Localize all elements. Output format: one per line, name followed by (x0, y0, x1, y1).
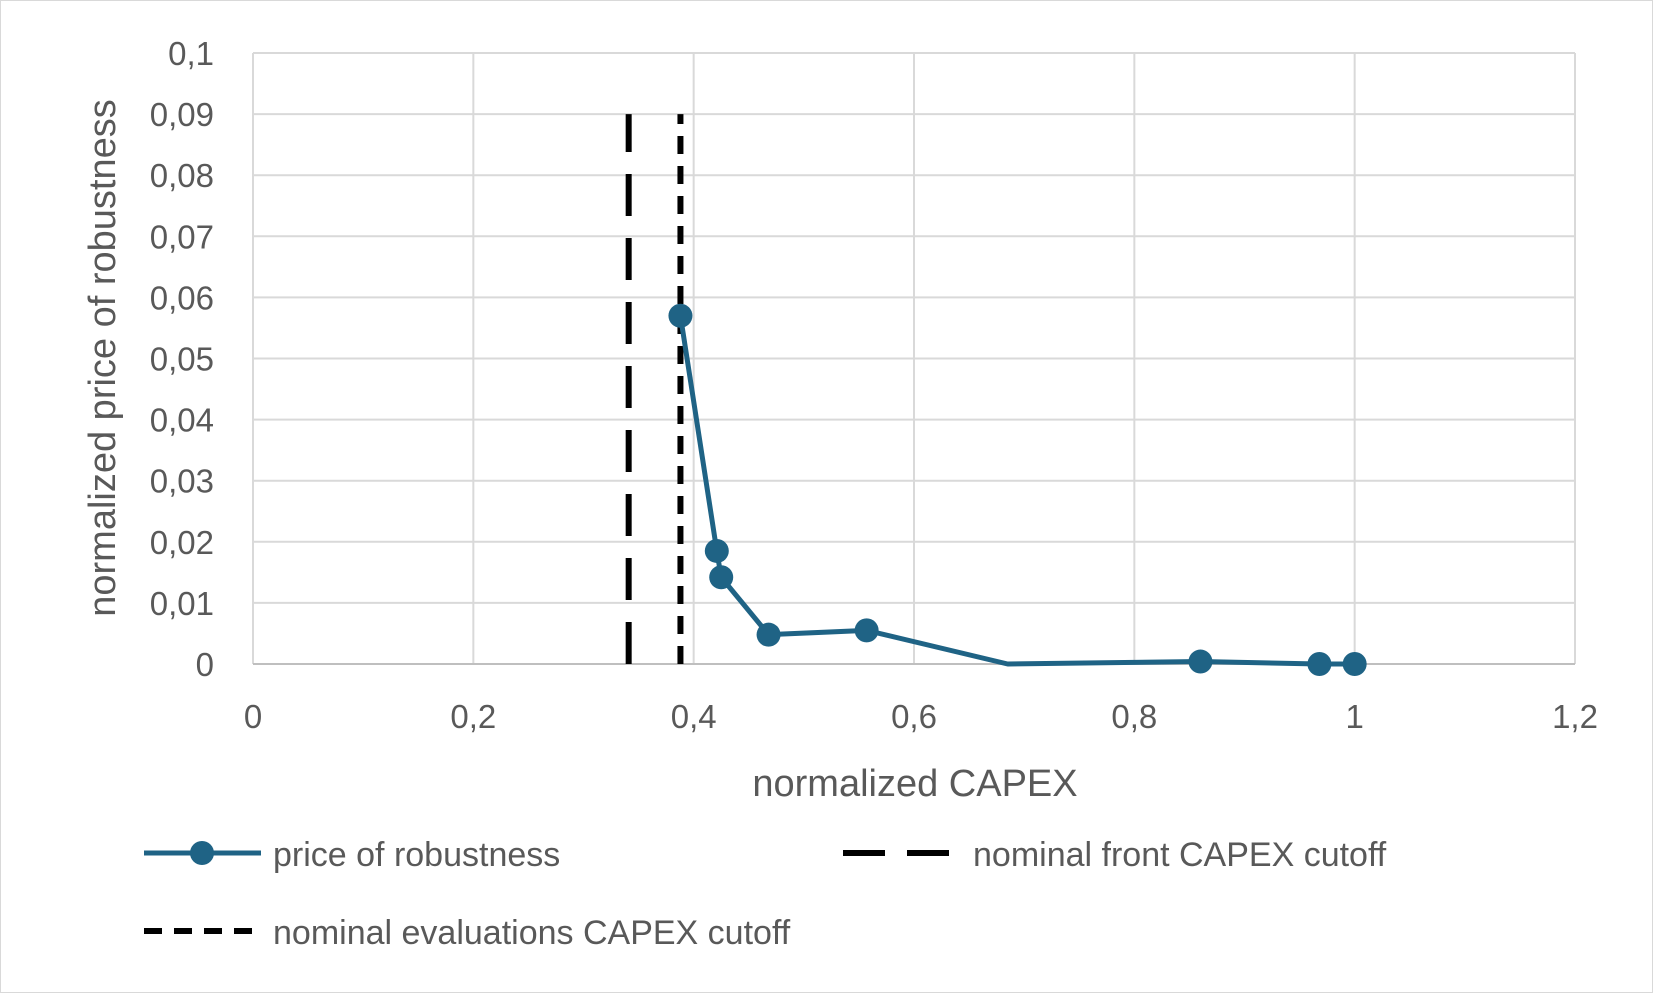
x-axis-title: normalized CAPEX (752, 763, 1077, 805)
price-of-robustness-point[interactable] (668, 303, 693, 328)
y-tick-label: 0,05 (150, 341, 214, 378)
y-tick-label: 0,06 (150, 279, 214, 316)
x-tick-label: 1 (1345, 698, 1363, 735)
y-tick-label: 0,08 (150, 157, 214, 194)
price-of-robustness-point[interactable] (1307, 652, 1332, 676)
legend: price of robustness nominal front CAPEX … (144, 836, 1387, 952)
legend-label-price-of-robustness: price of robustness (273, 836, 560, 874)
series-layer (625, 114, 1367, 676)
legend-item-nominal-evaluations-cutoff[interactable]: nominal evaluations CAPEX cutoff (144, 914, 791, 952)
price-of-robustness-point[interactable] (854, 618, 879, 643)
y-tick-label: 0,09 (150, 96, 214, 133)
axis-layer: 0 0,01 0,02 0,03 0,04 0,05 0,06 0,07 0,08 0,09 0,1… (150, 35, 1598, 735)
legend-item-nominal-front-cutoff[interactable]: nominal front CAPEX cutoff (843, 836, 1387, 874)
price-of-robustness-point[interactable] (709, 565, 734, 590)
x-tick-label: 1,2 (1552, 698, 1598, 735)
price-of-robustness-point[interactable] (1188, 649, 1213, 674)
price-of-robustness-point[interactable] (756, 622, 781, 647)
y-tick-label: 0,04 (150, 402, 214, 439)
y-tick-label: 0,02 (150, 524, 214, 561)
legend-item-price-of-robustness[interactable]: price of robustness (144, 836, 560, 874)
legend-label-nominal-evaluations-cutoff: nominal evaluations CAPEX cutoff (273, 914, 791, 952)
x-tick-label: 0 (244, 698, 262, 735)
y-tick-label: 0,07 (150, 218, 214, 255)
y-tick-label: 0,01 (150, 585, 214, 622)
y-tick-label: 0 (196, 646, 214, 683)
x-tick-label: 0,8 (1111, 698, 1157, 735)
legend-label-nominal-front-cutoff: nominal front CAPEX cutoff (973, 836, 1387, 874)
legend-marker-price-of-robustness (190, 841, 214, 865)
price-of-robustness-point[interactable] (1342, 652, 1367, 676)
y-tick-label: 0,03 (150, 463, 214, 500)
price-of-robustness-line (677, 315, 1355, 667)
price-of-robustness-point[interactable] (704, 538, 729, 563)
x-tick-label: 0,2 (450, 698, 496, 735)
y-axis-title: normalized price of robustness (82, 99, 124, 616)
grid-layer (252, 52, 1576, 664)
x-tick-label: 0,6 (891, 698, 937, 735)
x-tick-label: 0,4 (671, 698, 717, 735)
y-tick-label: 0,1 (168, 35, 214, 72)
